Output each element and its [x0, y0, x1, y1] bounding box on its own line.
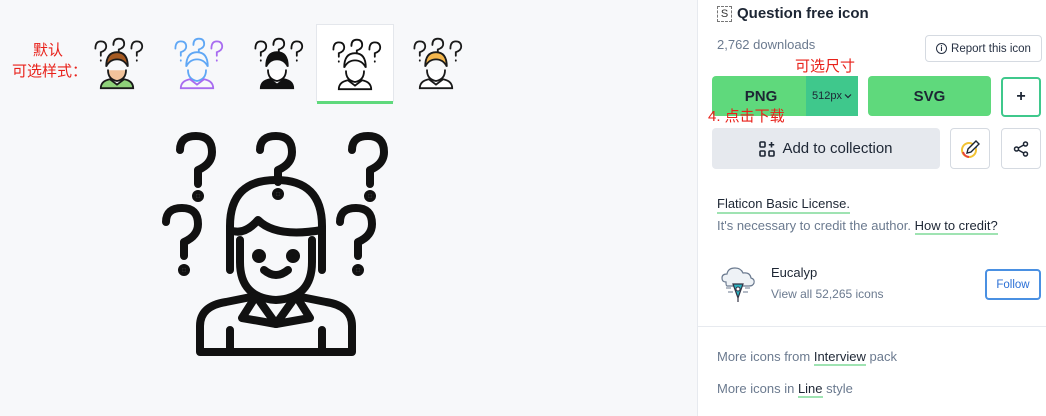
plus-icon: + [1016, 88, 1026, 105]
edit-icon-button[interactable] [950, 128, 990, 169]
download-count: 2,762 downloads [717, 37, 816, 52]
report-label: Report this icon [951, 42, 1031, 55]
author-icons-link[interactable]: View all 52,265 icons [771, 287, 884, 301]
size-annotation: 可选尺寸 [795, 58, 856, 75]
icon-title: S Question free icon [717, 5, 869, 22]
credit-text: It's necessary to credit the author. [717, 218, 911, 233]
chevron-down-icon [844, 94, 852, 99]
more-formats-button[interactable]: + [1001, 77, 1041, 117]
edit-pencil-icon [961, 139, 980, 158]
follow-button[interactable]: Follow [985, 269, 1041, 300]
panel-divider [697, 0, 698, 416]
credit-note: It's necessary to credit the author. How… [717, 218, 998, 235]
question-person-flat-icon [413, 37, 463, 90]
style-link[interactable]: Line [797, 381, 823, 398]
share-button[interactable] [1001, 128, 1041, 169]
question-icon-preview [162, 132, 388, 356]
collection-add-icon [759, 140, 776, 157]
add-to-collection-button[interactable]: Add to collection [712, 128, 940, 169]
default-annotation: 默认 [33, 42, 64, 59]
icon-title-text: Question free icon [737, 5, 869, 22]
info-icon: i [936, 43, 948, 54]
section-divider [698, 326, 1046, 327]
style-thumb-gradient[interactable] [158, 24, 236, 102]
more-pack-suffix: pack [869, 349, 897, 364]
style-thumb-flat[interactable] [397, 24, 475, 102]
png-label: PNG [744, 87, 778, 105]
title-badge: S [717, 5, 732, 22]
preview-area: 默认 可选样式： [12, 24, 475, 356]
more-in-style: More icons in Line style [717, 381, 853, 398]
author-name[interactable]: Eucalyp [771, 265, 818, 280]
more-from-pack: More icons from Interview pack [717, 349, 897, 366]
more-style-prefix: More icons in [717, 381, 795, 396]
style-thumb-glyph[interactable] [238, 24, 316, 102]
pack-link[interactable]: Interview [813, 349, 866, 366]
style-thumb-lineal-color[interactable] [78, 24, 156, 102]
how-to-credit-link[interactable]: How to credit? [914, 218, 998, 235]
styles-annotation: 可选样式： [12, 63, 88, 80]
download-svg-button[interactable]: SVG [868, 76, 991, 116]
question-person-line-icon [332, 38, 382, 90]
size-value: 512px [812, 90, 842, 102]
size-select[interactable]: 512px [806, 76, 858, 116]
more-style-suffix: style [826, 381, 853, 396]
icon-info-panel: S Question free icon 2,762 downloads i R… [698, 0, 1046, 416]
download-step-annotation: 4. 点击下载 [708, 108, 785, 125]
question-person-glyph-icon [254, 37, 304, 90]
add-to-collection-label: Add to collection [782, 140, 893, 157]
style-thumb-line[interactable] [316, 24, 394, 104]
license-link[interactable]: Flaticon Basic License. [717, 196, 850, 214]
question-person-gradient-icon [174, 37, 224, 90]
question-person-lineal-color-icon [94, 37, 144, 90]
svg-label: SVG [913, 87, 946, 105]
more-pack-prefix: More icons from [717, 349, 811, 364]
report-icon-button[interactable]: i Report this icon [925, 35, 1042, 62]
eucalyp-logo-icon [721, 267, 755, 302]
share-icon [1013, 140, 1029, 157]
